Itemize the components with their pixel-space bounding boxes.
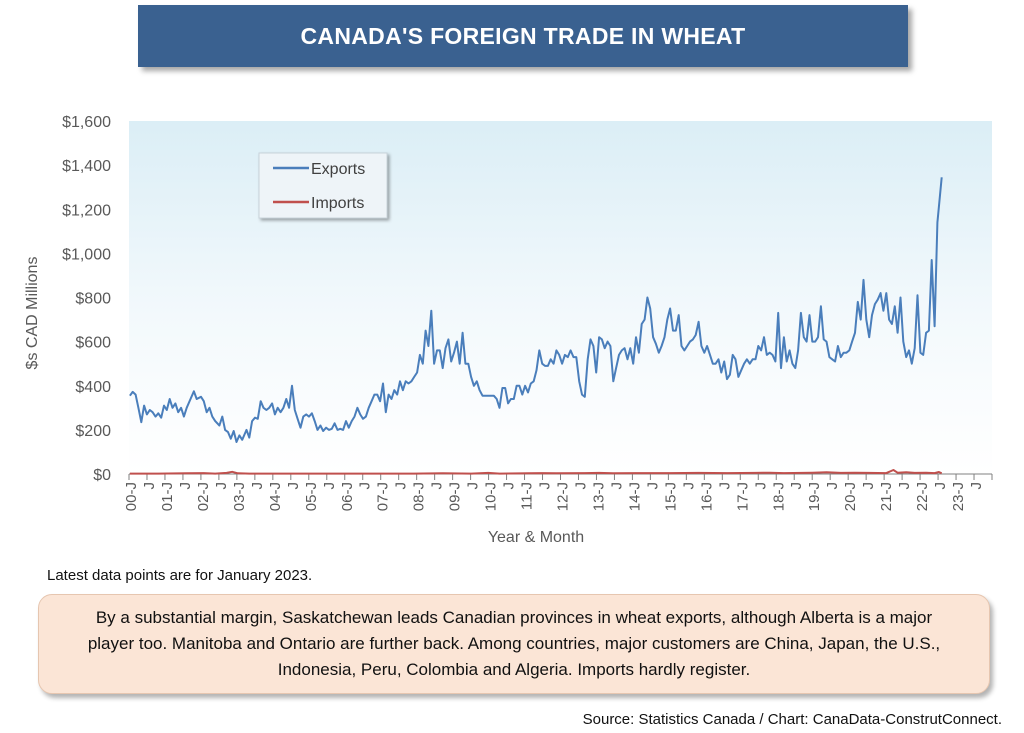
source-credit: Source: Statistics Canada / Chart: CanaD… [582, 711, 1002, 728]
x-tick-label: J [716, 482, 733, 490]
x-tick-label: 03-J [231, 482, 248, 511]
y-tick-label: $800 [75, 291, 111, 308]
x-tick-label: J [213, 482, 230, 490]
latest-data-note: Latest data points are for January 2023. [47, 567, 313, 584]
x-tick-label: 09-J [447, 482, 464, 511]
x-tick-label: J [429, 482, 446, 490]
series-line-imports [129, 469, 943, 475]
y-axis: $0 $200 $400 $600 $800 $1,000 $1,200 $1,400 $1,6… [62, 114, 111, 484]
chart-title: CANADA'S FOREIGN TRADE IN WHEAT [138, 5, 908, 67]
legend-box [258, 152, 388, 219]
x-tick-label: J [752, 482, 769, 490]
x-tick-label: J [572, 482, 589, 490]
x-tick-label: J [608, 482, 625, 490]
series-layer [129, 177, 943, 475]
x-tick-label: J [824, 482, 841, 490]
x-tick-label: 10-J [483, 482, 500, 511]
x-tick-label: 07-J [375, 482, 392, 511]
x-tick-label: 00-J [123, 482, 140, 511]
x-tick-label: J [249, 482, 266, 490]
x-tick-label: 20-J [842, 482, 859, 511]
y-tick-label: $1,200 [62, 202, 111, 219]
x-tick-label: 21-J [878, 482, 895, 511]
x-tick-label: J [860, 482, 877, 490]
x-tick-label: J [393, 482, 410, 490]
x-tick-label: J [788, 482, 805, 490]
x-tick-label: 18-J [770, 482, 787, 511]
y-tick-label: $200 [75, 423, 111, 440]
y-tick-label: $400 [75, 379, 111, 396]
y-tick-label: $600 [75, 335, 111, 352]
commentary-text: By a substantial margin, Saskatchewan le… [87, 608, 941, 679]
x-tick-label: 12-J [555, 482, 572, 511]
x-tick-label: J [285, 482, 302, 490]
x-tick-label: J [932, 482, 949, 490]
y-tick-label: $0 [93, 467, 111, 484]
y-tick-label: $1,600 [62, 114, 111, 131]
x-tick-label: 13-J [590, 482, 607, 511]
y-tick-label: $1,000 [62, 246, 111, 263]
x-tick-label: 23-J [950, 482, 967, 511]
x-tick-label: J [968, 482, 985, 490]
x-tick-label: 14-J [626, 482, 643, 511]
x-tick-label: J [357, 482, 374, 490]
x-tick-label: J [644, 482, 661, 490]
line-chart: $0 $200 $400 $600 $800 $1,000 $1,200 $1,400 $1,6… [24, 114, 993, 546]
x-tick-label: J [465, 482, 482, 490]
x-tick-label: J [321, 482, 338, 490]
y-tick-label: $1,400 [62, 158, 111, 175]
legend-label-exports: Exports [311, 161, 365, 178]
x-tick-label: J [141, 482, 158, 490]
x-tick-label: J [537, 482, 554, 490]
x-tick-label: 05-J [303, 482, 320, 511]
x-tick-label: 01-J [159, 482, 176, 511]
series-line-exports [129, 177, 943, 443]
x-tick-label: 17-J [734, 482, 751, 511]
commentary-callout: By a substantial margin, Saskatchewan le… [38, 594, 990, 694]
x-tick-label: 02-J [195, 482, 212, 511]
x-tick-label: J [680, 482, 697, 490]
x-tick-label: J [896, 482, 913, 490]
x-tick-label: J [177, 482, 194, 490]
x-tick-label: 15-J [662, 482, 679, 511]
x-axis: 00-J J 01-J J 02-J J 03-J J 04-J J 05-J J 06-J J 07-J J… [123, 473, 993, 511]
x-tick-label: 19-J [806, 482, 823, 511]
x-tick-label: J [501, 482, 518, 490]
legend: Exports Imports [258, 152, 388, 219]
x-tick-label: 11-J [519, 482, 536, 510]
legend-label-imports: Imports [311, 195, 364, 212]
x-axis-label: Year & Month [488, 529, 584, 546]
x-tick-label: 16-J [698, 482, 715, 511]
x-tick-label: 04-J [267, 482, 284, 511]
x-tick-label: 22-J [914, 482, 931, 511]
x-tick-label: 06-J [339, 482, 356, 511]
y-axis-label: $s CAD Millions [24, 257, 41, 370]
x-tick-label: 08-J [411, 482, 428, 511]
